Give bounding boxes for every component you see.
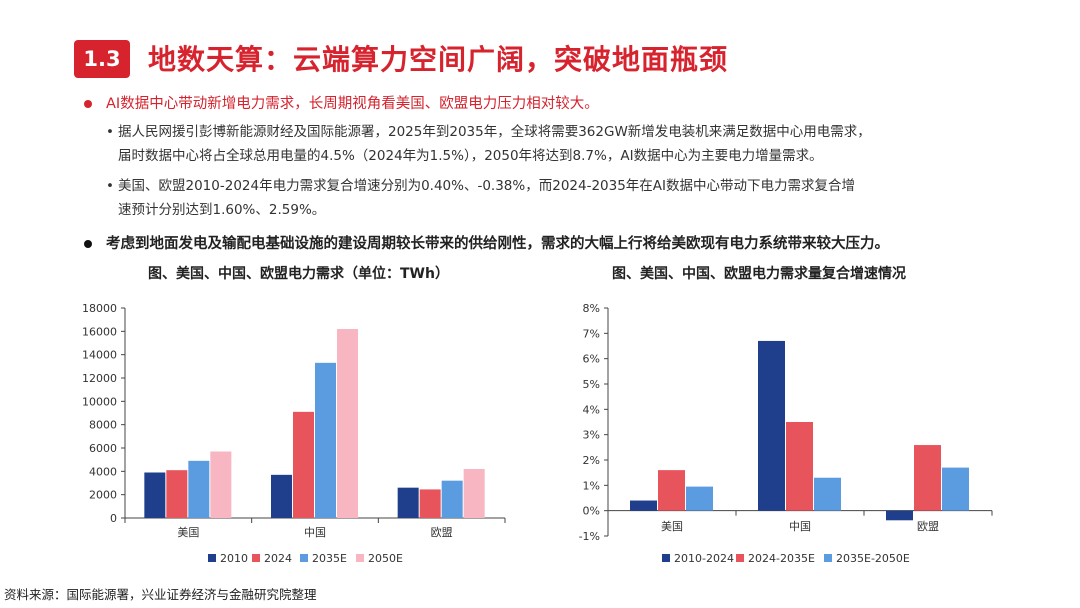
bullet-point-2: 考虑到地面发电及输配电基础设施的建设周期较长带来的供给刚性，需求的大幅上行将给美… (84, 232, 889, 253)
sub-bullet-2-line2: 速预计分别达到1.60%、2.59%。 (118, 202, 326, 218)
source-note: 资料来源：国际能源署，兴业证券经济与金融研究院整理 (4, 587, 317, 602)
x-category-label: 中国 (304, 526, 326, 539)
bar-2035E-2050E-美国 (686, 486, 713, 511)
y-tick-label: 2000 (89, 489, 117, 502)
bar-2035E-2050E-中国 (814, 477, 841, 511)
chart-2-title: 图、美国、中国、欧盟电力需求量复合增速情况 (612, 266, 906, 282)
bar-2010-2024-中国 (758, 340, 785, 511)
y-tick-label: 8000 (89, 419, 117, 432)
y-tick-label: 0 (110, 512, 117, 525)
bar-2050E-欧盟 (463, 469, 485, 518)
y-tick-label: 6% (583, 353, 600, 366)
bar-2035E-中国 (315, 362, 336, 518)
y-tick-label: 6000 (89, 442, 117, 455)
y-tick-label: 3% (583, 429, 600, 442)
y-tick-label: 1% (583, 479, 600, 492)
sub-bullet-2: • 美国、欧盟2010-2024年电力需求复合增速分别为0.40%、-0.38%… (106, 174, 1038, 222)
legend-swatch (824, 554, 832, 562)
x-category-label: 中国 (789, 520, 811, 533)
y-tick-label: 2% (583, 454, 600, 467)
bar-2010-欧盟 (397, 487, 419, 518)
legend-label: 2035E (312, 552, 347, 565)
y-tick-label: 4000 (89, 465, 117, 478)
legend-label: 2010-2024 (674, 552, 734, 565)
legend-label: 2050E (368, 552, 403, 565)
y-tick-label: 5% (583, 378, 600, 391)
bar-2024-2035E-中国 (786, 422, 813, 511)
y-tick-label: -1% (579, 530, 600, 543)
legend-label: 2024-2035E (748, 552, 815, 565)
section-number-badge: 1.3 (74, 40, 130, 78)
x-category-label: 美国 (661, 520, 683, 533)
y-tick-label: 0% (583, 505, 600, 518)
y-tick-label: 10000 (82, 395, 117, 408)
x-category-label: 美国 (177, 526, 199, 539)
bar-2024-2035E-欧盟 (914, 445, 941, 511)
bar-2035E-2050E-欧盟 (942, 467, 969, 511)
sub-bullet-1-line2: 届时数据中心将占全球总用电量的4.5%（2024年为1.5%），2050年将达到… (118, 148, 823, 164)
legend-swatch (252, 554, 260, 562)
bar-2050E-中国 (337, 329, 358, 518)
bullet-dot-icon (84, 100, 92, 108)
bar-2024-美国 (166, 470, 188, 518)
legend-swatch (208, 554, 216, 562)
legend-label: 2024 (264, 552, 292, 565)
y-tick-label: 8% (583, 302, 600, 315)
y-tick-label: 18000 (82, 302, 117, 315)
chart-1-power-demand: 0 2000 4000 6000 8000 10000 12000 14000 16000 180… (82, 302, 506, 565)
bullet-point-1: AI数据中心带动新增电力需求，长周期视角看美国、欧盟电力压力相对较大。 (84, 92, 599, 113)
y-tick-label: 4% (583, 403, 600, 416)
bullet-1-text: AI数据中心带动新增电力需求，长周期视角看美国、欧盟电力压力相对较大。 (106, 96, 599, 112)
x-category-label: 欧盟 (917, 520, 939, 533)
sub-bullet-1: • 据人民网援引彭博新能源财经及国际能源署，2025年到2035年，全球将需要3… (106, 120, 1038, 168)
bar-2024-欧盟 (419, 489, 441, 518)
bar-2024-2035E-美国 (658, 470, 685, 511)
bar-2010-中国 (271, 474, 292, 518)
bullet-dot-icon (84, 240, 92, 248)
y-tick-label: 12000 (82, 372, 117, 385)
sub-bullet-1-line1: 据人民网援引彭博新能源财经及国际能源署，2025年到2035年，全球将需要362… (118, 124, 871, 140)
chart-1-title: 图、美国、中国、欧盟电力需求（单位：TWh） (148, 266, 449, 282)
page-title: 地数天算：云端算力空间广阔，突破地面瓶颈 (148, 43, 729, 76)
legend-label: 2010 (220, 552, 248, 565)
sub-bullet-marker: • (106, 178, 114, 194)
chart-2-growth-rate: -1% 0% 1% 2% 3% 4% 5% 6% 7% 8% 美国 中国 欧盟 2010-2024 2024… (579, 302, 993, 565)
bar-2050E-美国 (210, 451, 232, 518)
legend-swatch (736, 554, 744, 562)
y-tick-label: 16000 (82, 325, 117, 338)
legend-swatch (662, 554, 670, 562)
bar-2035E-欧盟 (441, 480, 463, 518)
legend-swatch (300, 554, 308, 562)
y-tick-label: 7% (583, 327, 600, 340)
bar-2010-美国 (144, 472, 166, 518)
legend-label: 2035E-2050E (836, 552, 910, 565)
x-category-label: 欧盟 (431, 526, 453, 539)
bar-2010-2024-美国 (630, 500, 657, 511)
legend-swatch (356, 554, 364, 562)
bar-2024-中国 (293, 411, 314, 518)
bar-2035E-美国 (188, 460, 210, 518)
bar-2010-2024-欧盟 (886, 510, 913, 521)
bullet-2-text: 考虑到地面发电及输配电基础设施的建设周期较长带来的供给刚性，需求的大幅上行将给美… (106, 236, 889, 252)
y-tick-label: 14000 (82, 349, 117, 362)
sub-bullet-2-line1: 美国、欧盟2010-2024年电力需求复合增速分别为0.40%、-0.38%，而… (118, 178, 856, 194)
sub-bullet-marker: • (106, 124, 114, 140)
